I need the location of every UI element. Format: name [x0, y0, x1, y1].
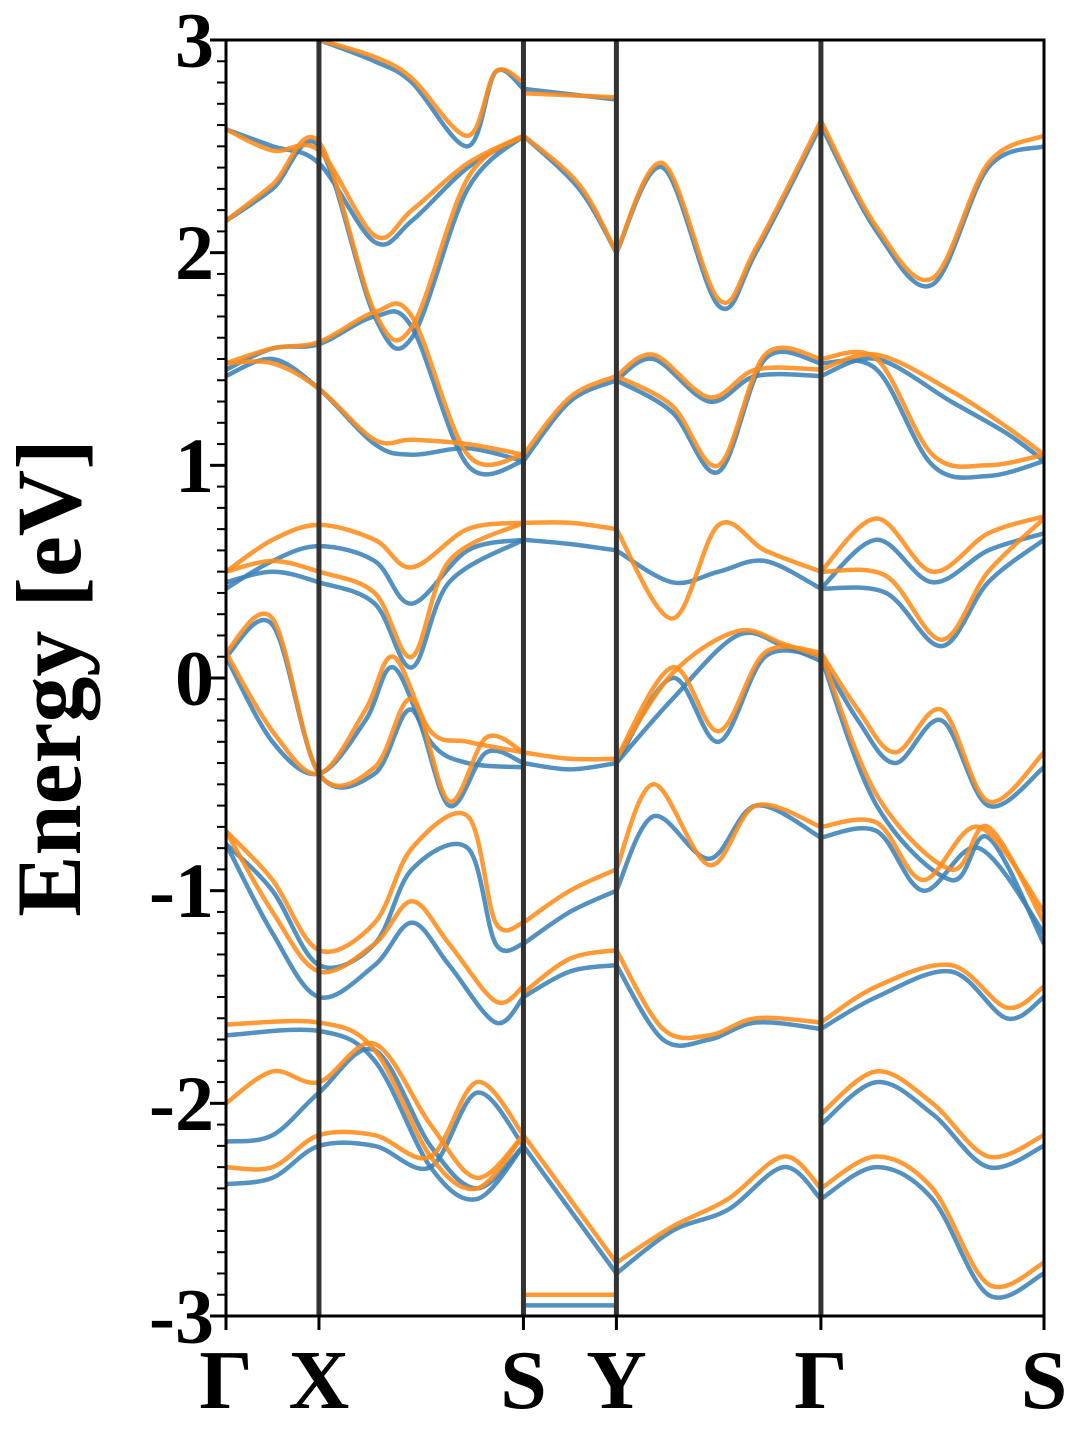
band-line: [818, 1154, 1044, 1290]
band-line: [521, 520, 619, 532]
band-line: [818, 654, 1044, 809]
band-line: [226, 611, 526, 804]
y-ticks: 3 2 1 0 -1 -2 -3: [149, 0, 226, 1360]
band-line: [226, 359, 526, 457]
y-tick-label: -1: [149, 847, 214, 934]
band-line: [226, 650, 526, 777]
band-line: [614, 962, 824, 1048]
band-line: [818, 825, 1044, 936]
band-series-2: [226, 40, 1044, 1297]
band-line: [226, 654, 526, 777]
band-line: [521, 867, 619, 925]
band-line: [818, 516, 1044, 642]
band-line: [818, 349, 1044, 469]
band-line: [521, 947, 619, 995]
band-line: [818, 654, 1044, 947]
band-line: [614, 352, 824, 400]
band-line: [614, 803, 824, 893]
band-line: [818, 118, 1044, 283]
band-line: [818, 650, 1044, 805]
band-line: [521, 90, 619, 100]
y-tick-label: 2: [175, 209, 214, 296]
band-line: [818, 1079, 1044, 1171]
band-line: [226, 1027, 526, 1202]
band-line: [226, 841, 526, 1026]
band-line: [521, 750, 619, 762]
band-line: [521, 537, 619, 553]
band-line: [521, 378, 619, 464]
band-line: [226, 1079, 526, 1172]
band-line: [226, 127, 526, 247]
band-line: [226, 1018, 526, 1192]
x-tick-label: Γ: [199, 1334, 252, 1427]
x-tick-label: S: [500, 1334, 547, 1427]
band-line: [614, 782, 824, 872]
band-line: [818, 351, 1044, 457]
band-line: [316, 40, 526, 138]
band-line: [614, 520, 824, 621]
x-tick-label: Y: [586, 1334, 647, 1427]
y-tick-label: 0: [175, 635, 214, 722]
band-line: [818, 1069, 1044, 1160]
band-line: [614, 644, 824, 762]
band-line: [521, 133, 619, 255]
y-tick-label: -2: [149, 1060, 214, 1147]
band-line: [614, 345, 824, 469]
band-line: [226, 1040, 526, 1181]
x-tick-label: Γ: [794, 1334, 847, 1427]
y-axis-label: Energy [eV]: [0, 439, 100, 917]
band-line: [226, 617, 526, 809]
band-line: [614, 548, 824, 591]
x-tick-label: S: [1021, 1334, 1068, 1427]
band-line: [521, 373, 619, 457]
band-line: [818, 1164, 1044, 1300]
band-line: [614, 947, 824, 1041]
band-line: [226, 841, 526, 971]
band-line: [521, 760, 619, 772]
band-line: [226, 520, 526, 574]
band-line: [226, 301, 526, 468]
band-line: [226, 828, 526, 1006]
y-tick-label: -3: [149, 1273, 214, 1360]
band-line: [226, 133, 526, 343]
band-line: [316, 40, 526, 149]
y-tick-label: 3: [175, 0, 214, 84]
band-line: [521, 133, 619, 255]
band-line: [818, 356, 1044, 464]
band-line: [226, 127, 526, 241]
band-line: [818, 122, 1044, 289]
band-line: [818, 514, 1044, 574]
band-line: [226, 520, 526, 659]
band-line: [818, 962, 1044, 1025]
band-line: [521, 1132, 619, 1266]
band-series-group: [226, 40, 1044, 1308]
band-line: [614, 1154, 824, 1266]
symmetry-lines: [316, 40, 824, 1316]
x-tick-label: X: [289, 1334, 350, 1427]
band-line: [818, 537, 1044, 649]
band-line: [226, 810, 526, 954]
y-tick-label: 1: [175, 422, 214, 509]
band-line: [818, 817, 1044, 915]
band-line: [614, 118, 824, 305]
band-line: [614, 122, 824, 311]
band-line: [818, 968, 1044, 1032]
band-line: [818, 650, 1044, 925]
band-line: [614, 349, 824, 475]
band-line: [614, 1164, 824, 1276]
band-line: [614, 356, 824, 404]
band-line: [521, 888, 619, 947]
band-line: [818, 531, 1044, 591]
band-line: [226, 537, 526, 670]
band-line: [226, 356, 526, 464]
band-line: [521, 1143, 619, 1276]
band-line: [226, 1090, 526, 1187]
band-line: [521, 962, 619, 1000]
